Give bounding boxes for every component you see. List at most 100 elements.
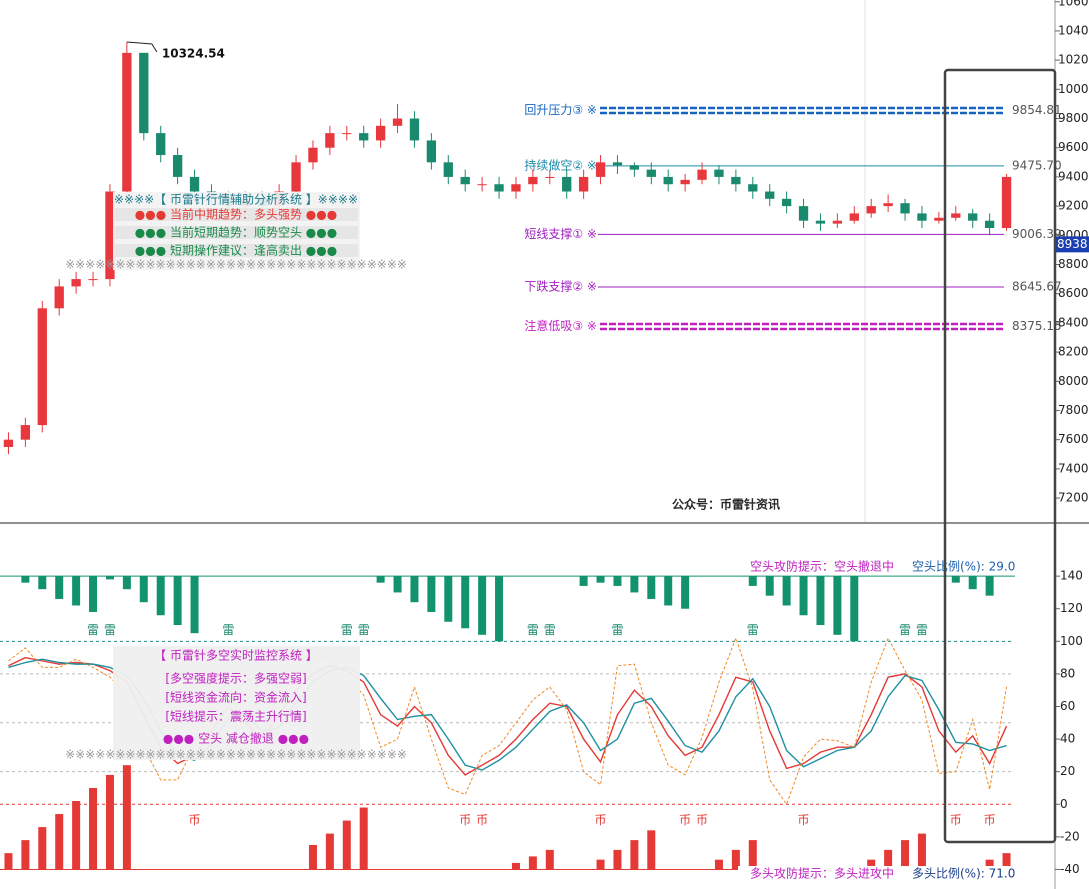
last-price-label: 8938 bbox=[1057, 237, 1088, 251]
bar bbox=[511, 862, 520, 870]
candle-body bbox=[934, 217, 944, 221]
candle-body bbox=[37, 308, 47, 426]
info-row bbox=[115, 244, 358, 257]
signal-label: 雷 bbox=[222, 623, 234, 637]
monitor-border: ※※※※※※※※※※※※※※※※※※※※※※※※※※※※※※※※※※ bbox=[65, 748, 407, 762]
bar bbox=[72, 576, 81, 606]
signal-label: 雷 bbox=[341, 623, 353, 637]
candle-body bbox=[443, 162, 453, 177]
y-tick-label: -20 bbox=[1060, 829, 1080, 843]
bar bbox=[714, 859, 723, 870]
candle-body bbox=[189, 176, 200, 192]
note-bg bbox=[738, 559, 1018, 575]
y-tick-label: 0 bbox=[1060, 797, 1068, 811]
bar bbox=[55, 576, 64, 599]
bar bbox=[427, 576, 436, 612]
bar bbox=[376, 576, 385, 583]
bar bbox=[901, 840, 910, 870]
bear-ratio: 空头比例(%): 29.0 bbox=[912, 560, 1015, 574]
candle-body bbox=[629, 165, 640, 170]
bar bbox=[833, 576, 842, 635]
signal-label: 币 bbox=[679, 813, 691, 827]
monitor-panel bbox=[113, 646, 360, 760]
candle-body bbox=[392, 118, 403, 126]
bar bbox=[478, 576, 487, 635]
bar bbox=[765, 576, 774, 596]
candle-body bbox=[798, 206, 809, 221]
candle-body bbox=[54, 286, 64, 309]
y-tick-label: 8200 bbox=[1058, 345, 1089, 359]
indicator-line bbox=[8, 636, 1008, 806]
info-row bbox=[115, 208, 358, 221]
bar bbox=[410, 576, 419, 603]
bar bbox=[495, 576, 504, 642]
note-bg bbox=[738, 866, 1018, 882]
signal-label: 雷 bbox=[527, 623, 539, 637]
bar bbox=[38, 576, 47, 590]
candle-body bbox=[562, 176, 572, 192]
bar bbox=[596, 859, 605, 870]
bar bbox=[647, 576, 656, 599]
level-label: 持续做空② ※ bbox=[524, 157, 597, 172]
candle-body bbox=[663, 176, 673, 185]
bar bbox=[359, 807, 368, 870]
bar bbox=[21, 840, 30, 870]
bar bbox=[579, 576, 588, 586]
bull-ratio: 多头比例(%): 71.0 bbox=[912, 867, 1015, 881]
bar bbox=[342, 820, 351, 870]
bar bbox=[630, 576, 639, 593]
candle-body bbox=[511, 184, 521, 192]
candle-body bbox=[612, 162, 623, 166]
candle-body bbox=[731, 176, 741, 185]
bar bbox=[613, 849, 622, 870]
bar bbox=[647, 830, 656, 870]
bar bbox=[105, 774, 114, 870]
y-tick-label: 120 bbox=[1060, 601, 1083, 615]
info-line: ●●● 当前中期趋势：多头强势 ●●● bbox=[135, 207, 337, 222]
candle-body bbox=[578, 176, 589, 192]
bar bbox=[850, 576, 859, 642]
candle-body bbox=[765, 191, 775, 199]
bar bbox=[139, 576, 148, 603]
signal-label: 币 bbox=[595, 813, 607, 827]
info-line: ●●● 短期操作建议：逢高卖出 ●●● bbox=[135, 243, 337, 258]
bar bbox=[38, 827, 47, 870]
level-label: 回升压力③ ※ bbox=[524, 103, 597, 117]
bar bbox=[461, 576, 470, 629]
bar bbox=[985, 576, 994, 596]
bar bbox=[731, 849, 740, 870]
signal-label: 币 bbox=[189, 813, 201, 827]
bar bbox=[545, 849, 554, 870]
candle-body bbox=[342, 133, 352, 135]
candle-body bbox=[697, 169, 707, 180]
candle-body bbox=[748, 184, 758, 192]
y-tick-label: 100 bbox=[1060, 634, 1083, 648]
bar bbox=[596, 576, 605, 583]
y-tick-label: 7400 bbox=[1058, 461, 1089, 475]
info-line: ●●● 当前短期趋势：顺势空头 ●●● bbox=[135, 225, 337, 240]
candle-body bbox=[917, 213, 927, 221]
watermark: 公众号：币雷针资讯 bbox=[672, 497, 780, 512]
candle-body bbox=[545, 176, 555, 178]
bar bbox=[748, 576, 757, 586]
signal-label: 币 bbox=[459, 813, 471, 827]
level-label: 下跌支撑② ※ bbox=[524, 279, 597, 294]
candle-body bbox=[714, 169, 724, 177]
candle-body bbox=[325, 133, 335, 148]
bar bbox=[816, 576, 825, 626]
bar bbox=[55, 814, 64, 870]
bar bbox=[89, 576, 98, 612]
level-value: 9854.81 bbox=[1012, 103, 1062, 117]
y-tick-label: 8800 bbox=[1058, 257, 1089, 271]
candle-body bbox=[849, 213, 859, 221]
y-tick-label: 80 bbox=[1060, 666, 1075, 680]
bar bbox=[630, 840, 639, 870]
candle-body bbox=[1001, 176, 1012, 229]
level-value: 8645.67 bbox=[1012, 280, 1062, 294]
bear-note: 空头攻防提示：空头撤退中 bbox=[750, 559, 894, 574]
candle-body bbox=[156, 133, 166, 156]
last-price-tag bbox=[1055, 236, 1089, 253]
candle-body bbox=[900, 203, 910, 214]
y-tick-label: 10200 bbox=[1058, 53, 1089, 67]
